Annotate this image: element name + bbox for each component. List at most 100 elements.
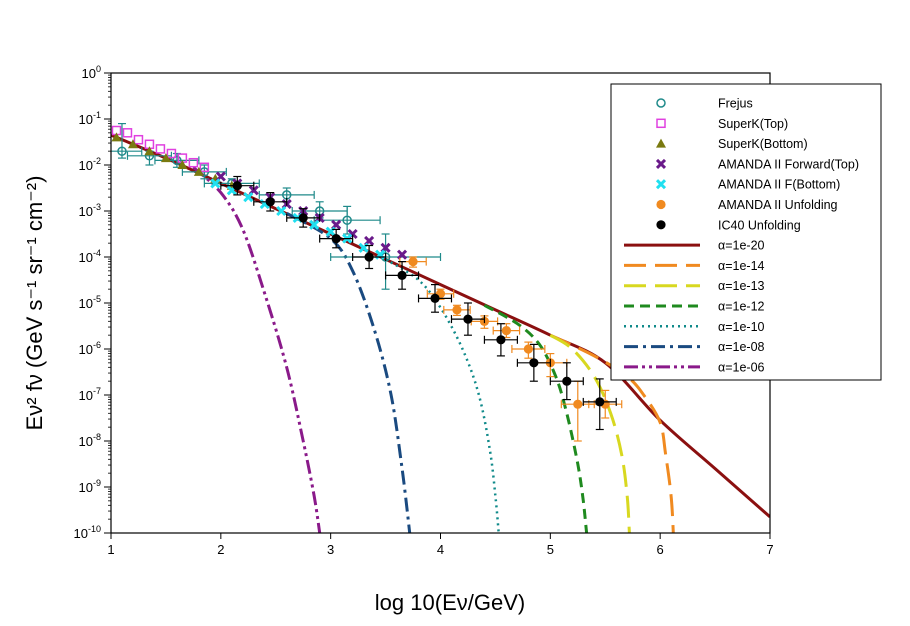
point-frejus	[342, 215, 352, 225]
y-tick-base: 10	[79, 112, 93, 127]
y-tick-label: 10-8	[79, 432, 101, 449]
legend-label: α=1e-06	[718, 360, 765, 374]
y-tick-exponent: 0	[96, 64, 101, 74]
legend-marker	[656, 199, 666, 210]
point-superk-top-	[199, 162, 210, 173]
point-frejus	[172, 155, 182, 166]
y-tick-base: 10	[79, 388, 93, 403]
y-tick-label: 100	[82, 64, 101, 81]
point-ic40-unfolding	[496, 335, 506, 345]
legend-label: α=1e-13	[718, 279, 765, 293]
x-tick-label: 3	[327, 542, 334, 557]
point-ic40-unfolding	[562, 376, 572, 386]
y-axis: 10010-110-210-310-410-510-610-710-810-91…	[74, 64, 111, 541]
point-amanda-ii-f-bottom-	[243, 192, 254, 203]
legend-marker	[656, 118, 666, 129]
x-tick-label: 7	[766, 542, 773, 557]
y-tick-exponent: -4	[93, 248, 101, 258]
y-tick-label: 10-6	[79, 340, 101, 357]
legend-label: AMANDA II Forward(Top)	[718, 157, 859, 171]
point-superk-bottom-	[111, 132, 122, 142]
point-amanda-ii-unfolding	[523, 344, 533, 354]
point-superk-bottom-	[127, 139, 138, 149]
point-ic40-unfolding	[265, 197, 275, 207]
y-tick-label: 10-10	[74, 524, 101, 541]
y-tick-base: 10	[79, 158, 93, 173]
point-amanda-ii-f-bottom-	[276, 205, 287, 217]
y-tick-label: 10-1	[79, 110, 101, 127]
point-ic40-unfolding	[331, 234, 341, 244]
curve--1e-13	[549, 333, 631, 533]
point-ic40-unfolding	[397, 270, 407, 280]
legend-label: α=1e-08	[718, 340, 765, 354]
legend-marker	[655, 179, 667, 190]
x-tick-label: 2	[217, 542, 224, 557]
legend-label: AMANDA II F(Bottom)	[718, 178, 840, 192]
point-amanda-ii-forward-top-	[396, 249, 408, 260]
point-ic40-unfolding	[529, 358, 539, 368]
legend-label: α=1e-14	[718, 259, 765, 273]
point-ic40-unfolding	[298, 213, 308, 223]
x-tick-label: 6	[657, 542, 664, 557]
point-superk-bottom-	[177, 160, 188, 169]
y-tick-label: 10-4	[79, 248, 101, 265]
legend-marker	[656, 220, 666, 230]
y-tick-exponent: -9	[93, 478, 101, 488]
point-superk-bottom-	[193, 166, 204, 176]
point-ic40-unfolding	[364, 252, 374, 262]
legend-label: AMANDA II Unfolding	[718, 198, 838, 212]
legend-label: α=1e-10	[718, 320, 765, 334]
point-ic40-unfolding	[232, 181, 242, 191]
legend-label: α=1e-20	[718, 239, 765, 253]
curve--1e-14	[549, 333, 675, 533]
point-superk-top-	[133, 134, 144, 145]
point-amanda-ii-unfolding	[501, 326, 511, 336]
y-tick-base: 10	[82, 66, 96, 81]
legend-label: Frejus	[718, 97, 753, 111]
legend-box	[610, 83, 882, 381]
point-amanda-ii-unfolding	[573, 399, 583, 409]
point-superk-top-	[188, 157, 199, 168]
y-tick-exponent: -10	[88, 524, 101, 534]
legend-marker	[656, 98, 666, 108]
x-axis-title: log 10(Eν/GeV)	[375, 590, 525, 615]
y-tick-base: 10	[79, 342, 93, 357]
curve--1e-06	[192, 166, 322, 533]
x-tick-label: 1	[107, 542, 114, 557]
y-tick-exponent: -2	[93, 156, 101, 166]
point-superk-bottom-	[144, 146, 155, 156]
point-superk-top-	[155, 144, 166, 154]
point-ic40-unfolding	[430, 293, 440, 303]
point-amanda-ii-f-bottom-	[210, 178, 221, 189]
y-tick-exponent: -1	[93, 110, 101, 120]
y-tick-exponent: -7	[93, 386, 101, 396]
y-tick-label: 10-3	[79, 202, 101, 219]
legend-marker	[656, 138, 666, 148]
y-tick-base: 10	[79, 250, 93, 265]
y-tick-label: 10-2	[79, 156, 101, 173]
curve--1e-12	[483, 303, 589, 533]
legend: Frejus SuperK(Top) SuperK(Bottom) AMANDA II…	[610, 83, 882, 381]
y-axis-title: Eν² fν (GeV s⁻¹ sr⁻¹ cm⁻²)	[22, 176, 47, 431]
y-tick-base: 10	[79, 480, 93, 495]
point-superk-top-	[122, 128, 133, 138]
y-tick-base: 10	[79, 296, 93, 311]
y-tick-exponent: -8	[93, 432, 101, 442]
legend-label: SuperK(Bottom)	[718, 137, 808, 151]
x-tick-label: 4	[437, 542, 444, 557]
y-tick-base: 10	[79, 434, 93, 449]
point-ic40-unfolding	[463, 314, 473, 324]
y-tick-label: 10-5	[79, 294, 101, 311]
point-amanda-ii-f-bottom-	[309, 219, 320, 230]
point-ic40-unfolding	[595, 397, 605, 407]
y-tick-exponent: -6	[93, 340, 101, 350]
data-points	[111, 122, 623, 442]
y-tick-exponent: -3	[93, 202, 101, 212]
x-axis: 1 2 3 4 5 6 7	[107, 533, 774, 557]
legend-label: α=1e-12	[718, 300, 765, 314]
point-superk-bottom-	[160, 153, 171, 163]
curve--1e-10	[384, 258, 500, 533]
y-tick-label: 10-7	[79, 386, 101, 403]
y-tick-exponent: -5	[93, 294, 101, 304]
